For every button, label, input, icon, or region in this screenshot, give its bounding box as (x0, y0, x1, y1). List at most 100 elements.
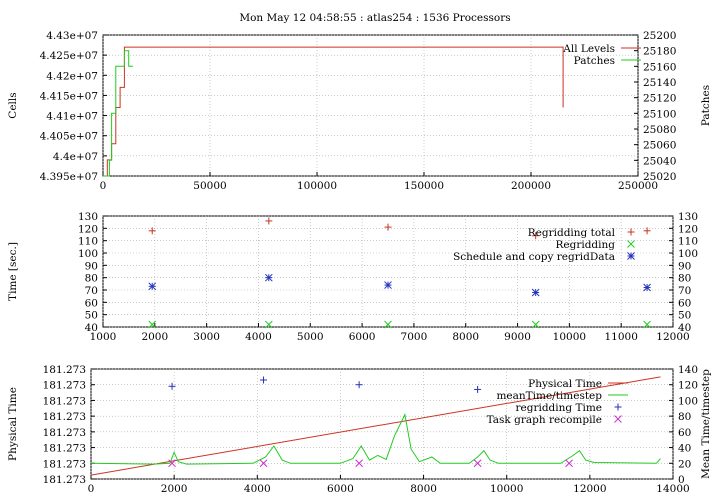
chart2-x-tick-label: 11000 (604, 331, 637, 343)
chart3-legend-label: meanTime/timestep (496, 390, 602, 402)
chart3-x-tick-label: 4000 (244, 483, 271, 495)
chart3-x-tick-label: 2000 (161, 483, 188, 495)
chart2-series-schedule-and-copy-regriddata-point-stroke (264, 273, 273, 282)
chart2-x-tick-label: 12000 (656, 331, 689, 343)
chart2-series-regridding-point-stroke (148, 320, 157, 329)
chart3-series-regridding-time-point (355, 381, 363, 389)
chart3-series-regridding-time-point (168, 382, 176, 390)
chart3-x-tick-label: 6000 (327, 483, 354, 495)
chart1-legend-label: Patches (574, 55, 615, 67)
chart2-y-tick-label: 130 (78, 211, 98, 223)
chart1-y-axis-label: Cells (7, 92, 19, 118)
chart2-x-tick-label: 2000 (141, 331, 168, 343)
chart2-series-regridding-point (384, 320, 392, 329)
chart1-y2-tick-label: 25060 (643, 140, 676, 152)
chart2-x-tick-label: 10000 (553, 331, 586, 343)
chart3-series-task-graph-recompile-point (168, 459, 176, 468)
chart3-series-meantime-timestep-line (90, 413, 661, 465)
chart2-series-regridding-point (264, 320, 273, 329)
chart2-series-schedule-and-copy-regriddata-point-stroke (384, 281, 392, 289)
chart-title: Mon May 12 04:58:55 : atlas254 : 1536 Pr… (239, 12, 510, 24)
chart2-x-tick-label: 8000 (452, 331, 479, 343)
chart1-x-tick-label: 50000 (193, 180, 226, 192)
chart3-series-regridding-time-point (474, 385, 482, 393)
chart3-legend-swatch-stroke (614, 415, 622, 423)
chart3-y-tick-label: 181.273 (43, 458, 86, 470)
chart3-y2-tick-label: 40 (678, 443, 691, 455)
chart2-y-axis-label: Time [sec.] (7, 242, 19, 301)
chart2-y-tick-label: 50 (85, 310, 98, 322)
chart2-series-regridding-total-point (148, 227, 156, 235)
chart2-legend-label: Regridding (555, 239, 615, 251)
chart1-x-tick-label: 100000 (297, 180, 337, 192)
chart3-y-tick-label: 181.273 (43, 364, 86, 376)
chart2-x-tick-label: 9000 (504, 331, 531, 343)
chart2-y-tick-label: 80 (85, 273, 98, 285)
chart3-x-tick-label: 14000 (656, 483, 689, 495)
chart3-y-tick-label: 181.273 (43, 395, 86, 407)
chart2-legend-swatch (627, 252, 635, 260)
chart1-legend-label: All Levels (562, 43, 615, 55)
chart3-series-task-graph-recompile-point-stroke (168, 459, 176, 468)
chart1-x-tick-label: 0 (100, 180, 107, 192)
chart2-series-schedule-and-copy-regriddata-point (148, 282, 157, 291)
chart3-y2-tick-label: 140 (678, 364, 698, 376)
chart2-series-schedule-and-copy-regriddata-point (531, 288, 540, 297)
chart2-y2-tick-label: 110 (678, 236, 698, 248)
chart3-legend-swatch (614, 415, 622, 423)
chart2-series-schedule-and-copy-regriddata-point (384, 281, 392, 289)
chart3-legend-label: regridding Time (516, 402, 603, 414)
chart1-y2-tick-label: 25100 (643, 108, 676, 120)
chart1-y2-tick-label: 25040 (643, 155, 676, 167)
chart2-x-tick-label: 7000 (401, 331, 428, 343)
chart2-x-tick-label: 3000 (193, 331, 220, 343)
chart1-y-tick-label: 4.425e+07 (40, 50, 98, 62)
chart2-legend-swatch (627, 240, 635, 248)
chart3-y2-tick-label: 120 (678, 380, 698, 392)
chart3-legend-swatch (614, 403, 622, 411)
chart2-y2-tick-label: 130 (678, 211, 698, 223)
chart2-x-tick-label: 4000 (245, 331, 272, 343)
chart3-series-task-graph-recompile-point (565, 459, 573, 468)
chart1-y-tick-label: 4.405e+07 (40, 131, 98, 143)
chart2-y-tick-label: 90 (85, 260, 98, 272)
chart3-series-regridding-time-point (260, 376, 268, 384)
chart1-y-tick-label: 4.43e+07 (46, 30, 98, 42)
chart2-series-regridding-point (531, 320, 540, 329)
chart3-x-tick-label: 8000 (410, 483, 437, 495)
chart2-x-tick-label: 5000 (297, 331, 324, 343)
chart3-y-tick-label: 181.273 (43, 443, 86, 455)
chart3-series-task-graph-recompile-point-stroke (259, 459, 268, 468)
chart2-y2-tick-label: 100 (678, 248, 698, 260)
chart2-series-schedule-and-copy-regriddata-point (264, 273, 273, 282)
chart2-y-tick-label: 70 (85, 285, 98, 297)
chart3-series-task-graph-recompile-point (355, 459, 363, 468)
chart2-series-schedule-and-copy-regriddata-point-stroke (531, 288, 540, 297)
chart2-series-schedule-and-copy-regriddata-point (643, 283, 651, 292)
chart2-y2-tick-label: 120 (678, 223, 698, 235)
chart1-frame (102, 34, 639, 177)
chart1-y-tick-label: 4.42e+07 (46, 70, 98, 82)
chart2-series-regridding-total-point (265, 217, 273, 225)
chart2-y2-tick-label: 90 (678, 260, 691, 272)
chart1-y2-tick-label: 25020 (643, 171, 676, 183)
chart2-y-tick-label: 100 (78, 248, 98, 260)
chart3-series-task-graph-recompile-point-stroke (473, 459, 482, 468)
chart3-y2-tick-label: 100 (678, 395, 698, 407)
chart2-series-regridding-total-point (643, 227, 651, 235)
chart1-x-tick-label: 200000 (511, 180, 551, 192)
chart3-y-tick-label: 181.273 (43, 411, 86, 423)
chart2-x-tick-label: 6000 (349, 331, 376, 343)
chart1-y2-tick-label: 25080 (643, 124, 676, 136)
chart1-x-tick-label: 250000 (618, 180, 658, 192)
chart2-legend-label: Schedule and copy regridData (453, 251, 615, 263)
chart2-y2-tick-label: 60 (678, 297, 691, 309)
chart2-y2-tick-label: 80 (678, 273, 691, 285)
chart2-y-tick-label: 60 (85, 297, 98, 309)
chart3-y2-axis-label: Mean Time/timestep (700, 369, 712, 479)
chart2-series-schedule-and-copy-regriddata-point-stroke (148, 282, 157, 291)
chart2-series-regridding-point (148, 320, 157, 329)
chart1-y-tick-label: 4.395e+07 (40, 171, 98, 183)
chart2-series-regridding-total-point (532, 232, 540, 240)
chart2-x-tick-label: 1000 (90, 331, 117, 343)
